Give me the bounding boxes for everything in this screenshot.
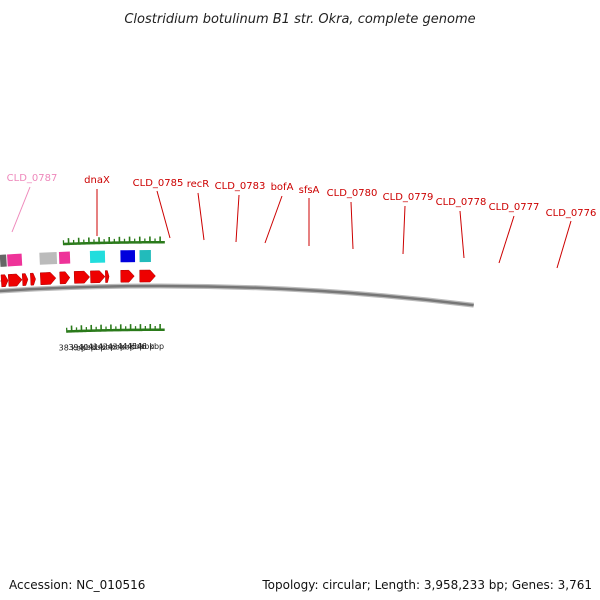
kbp-label: 44 kbp (117, 342, 145, 351)
box-sfsa (39, 252, 58, 265)
gene-label: sfsA (299, 185, 320, 196)
arrow-cld-0779 (73, 270, 90, 284)
gene-label: CLD_0787 (7, 173, 58, 184)
label-leader (156, 190, 171, 239)
gene-label: recR (187, 179, 210, 190)
gene-label: CLD_0785 (133, 178, 184, 189)
label-leader (264, 195, 283, 244)
kbp-label: 42 kbp (98, 342, 126, 351)
gene-label: CLD_0779 (383, 192, 434, 203)
arrow-bofa (30, 272, 36, 286)
map-title: Clostridium botulinum B1 str. Okra, comp… (124, 12, 475, 27)
gene-label: bofA (271, 182, 294, 193)
kbp-label: 41 kbp (88, 343, 116, 352)
kbp-label: 38 kbp (59, 344, 87, 353)
backbone-shadow (0, 283, 474, 308)
box-cld-0780 (58, 251, 71, 264)
box-cld-0776 (120, 250, 136, 263)
box-cld-0785 (0, 254, 7, 267)
label-leader (556, 220, 572, 269)
arrow-cld-0778 (90, 270, 106, 284)
gene-label: CLD_0777 (489, 202, 540, 213)
kbp-label: 40 kbp (78, 343, 106, 352)
arrow-recr (7, 273, 23, 287)
genome-backbone (0, 283, 474, 308)
arrow-cld-0777 (105, 270, 110, 283)
gene-label: CLD_0776 (546, 208, 597, 219)
label-leader (235, 194, 240, 243)
gene-label: CLD_0778 (436, 197, 487, 208)
label-leader (402, 205, 406, 255)
gene-label: CLD_0783 (215, 181, 266, 192)
gene-label: CLD_0780 (327, 188, 378, 199)
kbp-label: 45 kbp (127, 342, 155, 351)
topology-text: Topology: circular; Length: 3,958,233 bp… (262, 578, 592, 592)
kbp-label: 39 kbp (68, 343, 96, 352)
arrow-cld-0783 (21, 273, 29, 286)
label-leader (498, 215, 515, 264)
accession-text: Accession: NC_010516 (9, 578, 146, 592)
gene-label-leaders (11, 186, 572, 269)
label-leader (197, 192, 205, 241)
box-cld-0775 (139, 250, 151, 263)
box-cld-0778 (89, 250, 106, 263)
label-leader (11, 186, 31, 233)
backbone-line (0, 284, 474, 307)
label-leader (350, 201, 354, 250)
label-leader (459, 210, 465, 259)
kbp-label: 46 kbp (137, 342, 165, 351)
outer-tick-ring (62, 236, 165, 246)
gene-arrow-track (0, 269, 156, 288)
arrow-sfsa (39, 272, 57, 286)
arrow-cld-0775 (139, 269, 156, 283)
gene-labels: CLD_0787 dnaX CLD_0785 recR CLD_0783 bofA sfsA… (7, 173, 597, 219)
inner-tick-ring (65, 323, 165, 333)
feature-track (0, 250, 151, 267)
gene-label: dnaX (84, 175, 110, 186)
box-recr (7, 253, 23, 267)
kbp-label: 43 kbp (107, 342, 135, 351)
arrow-cld-0780 (59, 271, 71, 285)
arrow-cld-0776 (120, 269, 135, 283)
arrow-cld-0785 (0, 274, 9, 288)
